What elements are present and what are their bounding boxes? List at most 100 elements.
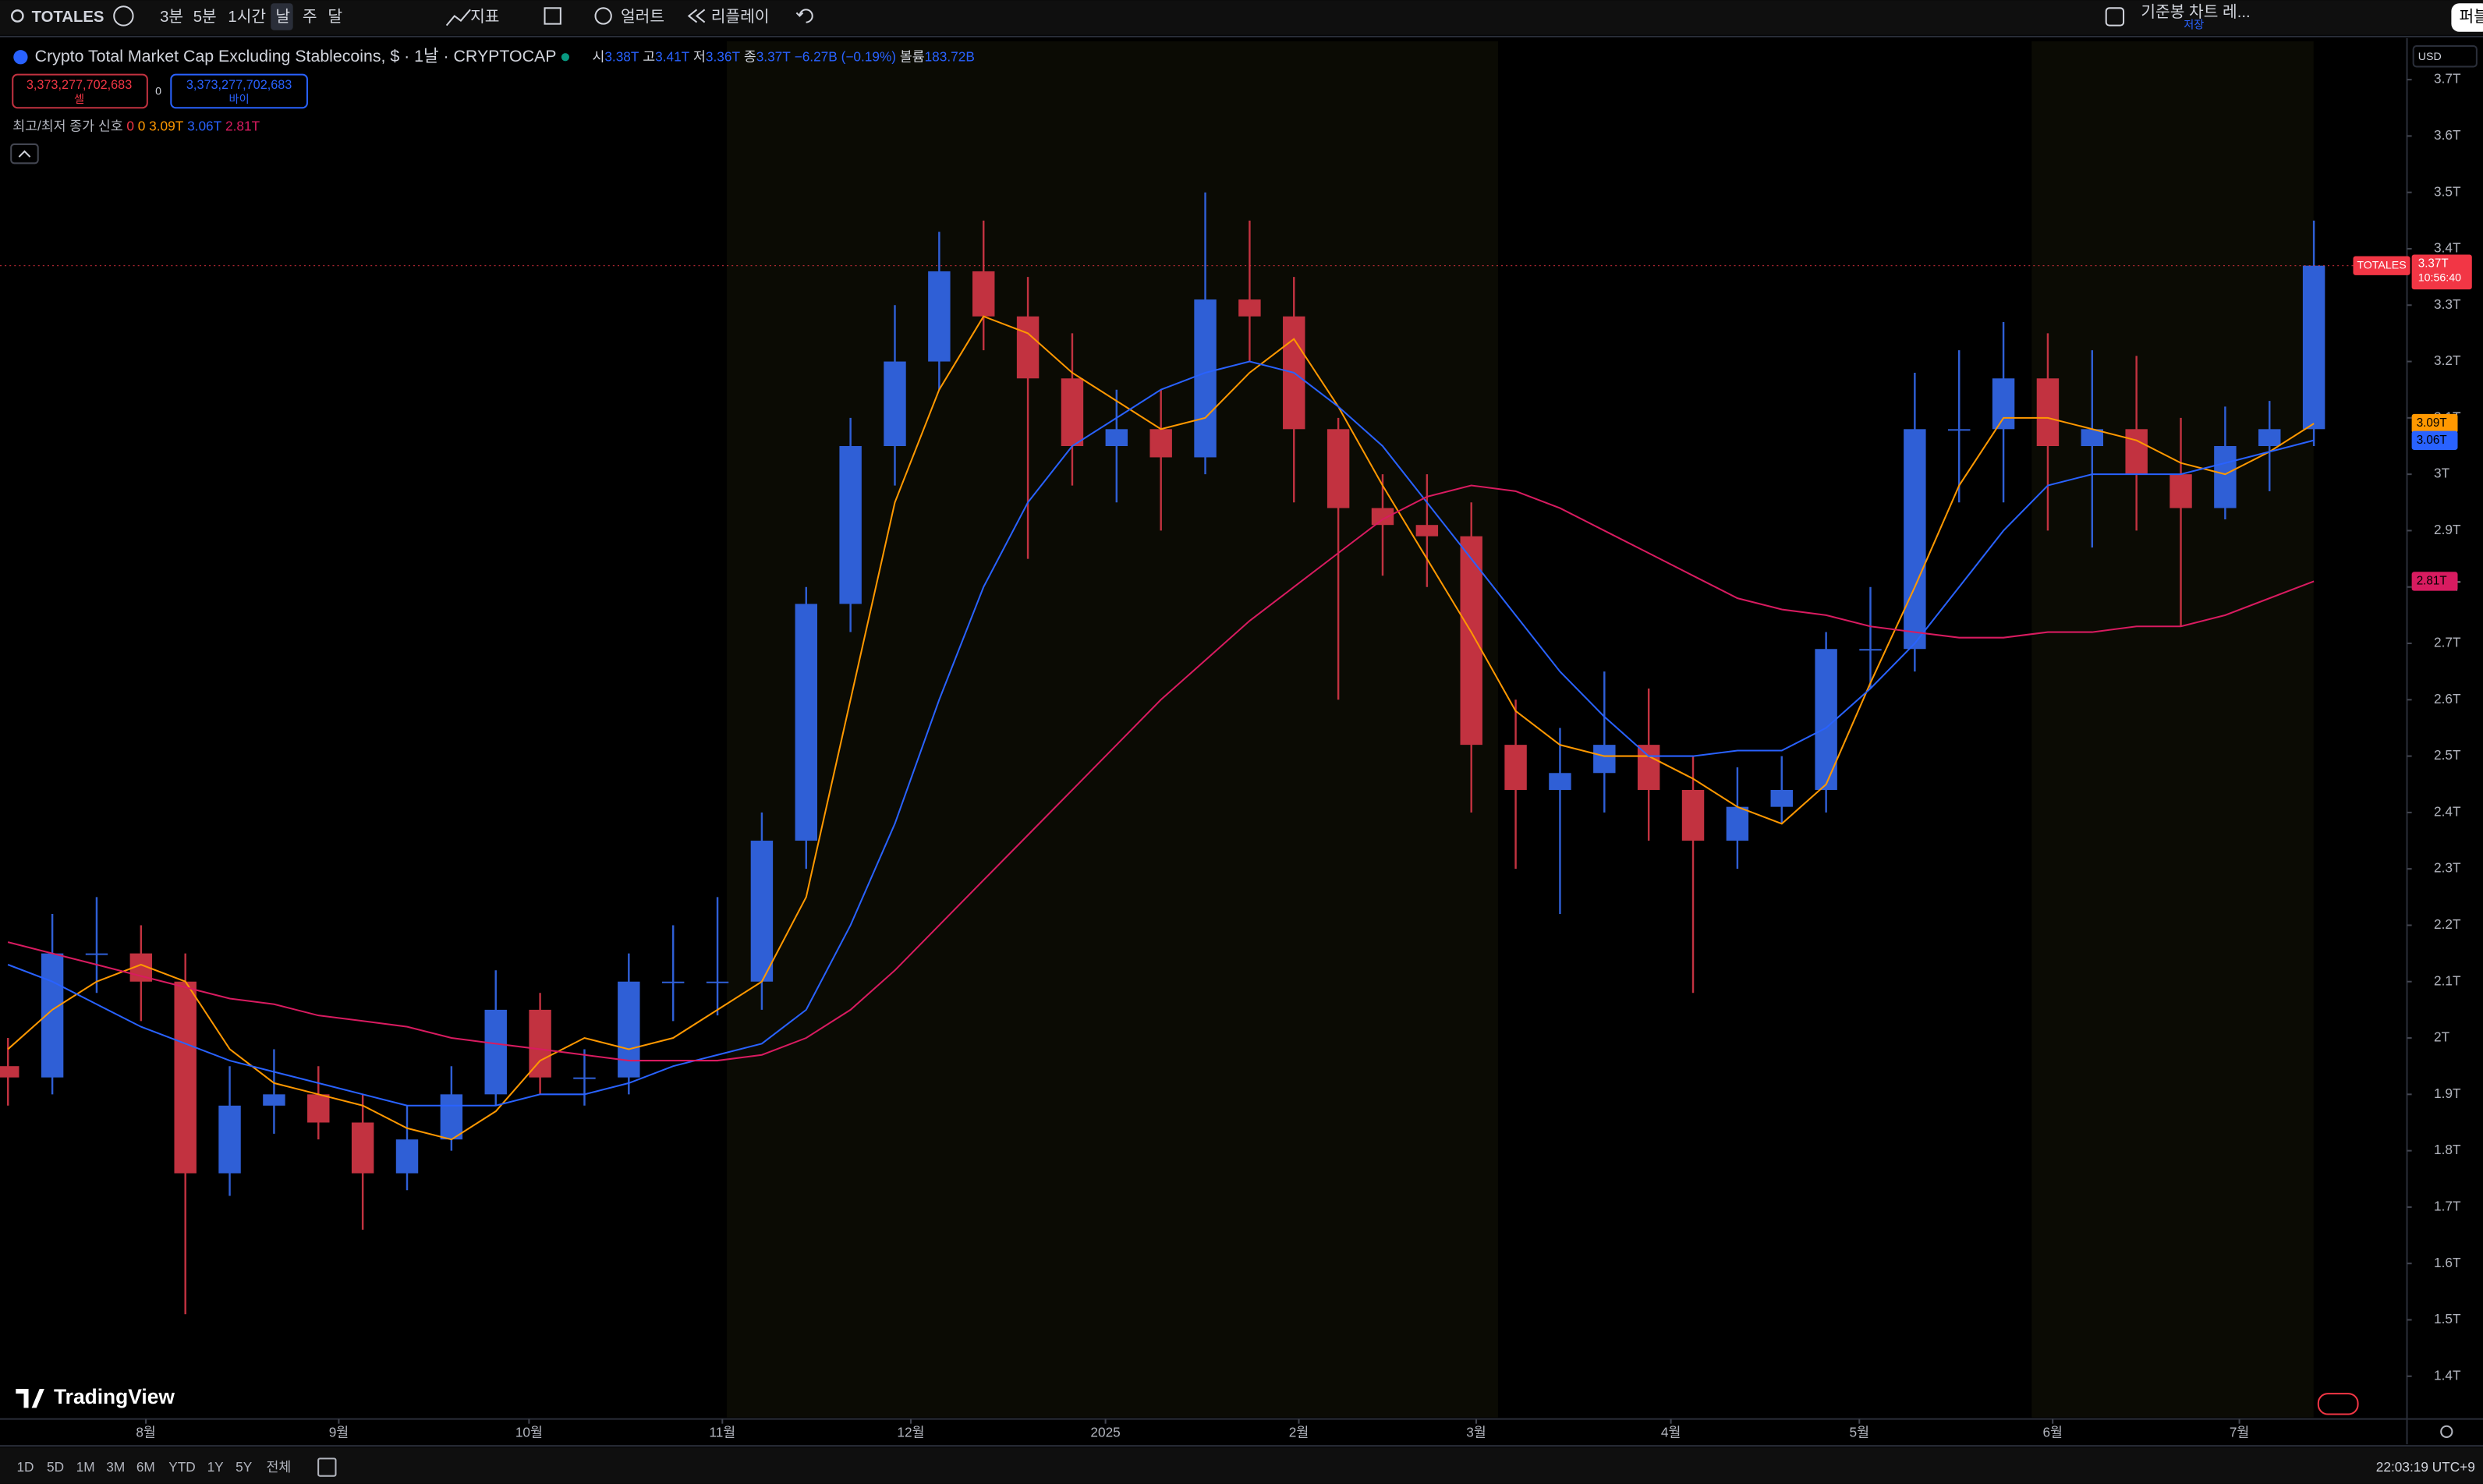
buy-price[interactable]: 3,373,277,702,683 xyxy=(186,78,292,92)
replay-button[interactable]: 리플레이 xyxy=(711,8,770,26)
ohlc-label: 시 xyxy=(592,48,604,64)
indicator-value: 3.09T xyxy=(149,118,184,133)
candle-body xyxy=(1992,378,2015,430)
plot xyxy=(0,192,2407,1315)
candle-body xyxy=(484,1009,507,1095)
y-tick-label: 3.5T xyxy=(2434,183,2461,199)
volume-label: 볼륨 xyxy=(900,48,925,64)
search-icon[interactable] xyxy=(11,9,24,23)
interval[interactable]: 1시간 xyxy=(228,8,266,26)
date-range-icon[interactable] xyxy=(317,1457,337,1477)
range-button[interactable]: 1Y xyxy=(207,1459,225,1475)
candle-body xyxy=(1061,378,1084,446)
candle-body xyxy=(1859,649,1882,651)
session-band xyxy=(2031,41,2314,1418)
moving-average xyxy=(7,484,2315,1062)
x-tick-label: 9월 xyxy=(329,1424,349,1440)
layout-name[interactable]: 기준봉 차트 레... xyxy=(2141,3,2250,21)
y-tick-label: 1.6T xyxy=(2434,1255,2461,1270)
publish-button[interactable]: 퍼블 xyxy=(2460,8,2483,26)
candle-body xyxy=(1549,773,1571,790)
sell-button[interactable] xyxy=(12,73,148,109)
range-button[interactable]: 전체 xyxy=(267,1459,292,1475)
interval[interactable]: 3분 xyxy=(160,9,183,26)
symbol-button[interactable]: TOTALES xyxy=(32,9,104,26)
interval[interactable]: 주 xyxy=(303,9,317,26)
candle-body xyxy=(1947,429,1971,431)
y-tick-label: 2.1T xyxy=(2434,972,2461,988)
ohlc-label: 저 xyxy=(693,48,706,64)
events-badge[interactable] xyxy=(2317,1393,2359,1415)
indicator-value: 3.06T xyxy=(187,118,222,133)
ohlc-value: 3.38T xyxy=(604,48,639,64)
templates-icon[interactable] xyxy=(544,7,561,25)
volume: 183.72B xyxy=(925,48,975,64)
range-button[interactable]: 1M xyxy=(76,1459,95,1475)
candle-body xyxy=(1149,429,1172,458)
buy-button[interactable] xyxy=(170,73,308,109)
y-tick-label: 2.7T xyxy=(2434,635,2461,650)
moving-average xyxy=(7,360,2315,1107)
y-tick-label: 2.6T xyxy=(2434,691,2461,707)
undo[interactable] xyxy=(795,9,813,23)
x-tick-label: 3월 xyxy=(1466,1424,1486,1440)
ma-badge: 3.06T xyxy=(2417,434,2447,447)
interval[interactable]: 달 xyxy=(328,8,342,26)
alert-icon[interactable] xyxy=(594,7,612,25)
y-tick-label: 1.5T xyxy=(2434,1311,2461,1326)
x-tick-label: 11월 xyxy=(709,1424,735,1440)
range-button[interactable]: 3M xyxy=(106,1459,125,1475)
candle-body xyxy=(2036,378,2060,446)
y-tick-label: 2.2T xyxy=(2434,916,2461,932)
market-status xyxy=(561,53,570,62)
ma-badge-bg xyxy=(2411,572,2458,591)
collapse-button[interactable] xyxy=(10,143,39,165)
candle-body xyxy=(351,1122,374,1174)
candle-body xyxy=(750,841,774,982)
indicator-icon[interactable] xyxy=(445,9,471,27)
interval[interactable]: 5분 xyxy=(193,9,217,26)
logo-mark xyxy=(16,1389,44,1408)
candle-body xyxy=(2258,429,2281,446)
y-tick-label: 2.4T xyxy=(2434,803,2461,819)
ohlc-label: 종 xyxy=(744,48,756,64)
collapse-icon[interactable] xyxy=(18,150,31,158)
range-button[interactable]: 5Y xyxy=(236,1459,253,1475)
candle-body xyxy=(706,981,729,983)
candle-body xyxy=(2170,474,2192,508)
ohlc-value: 3.37T xyxy=(756,48,792,64)
candle-body xyxy=(1238,299,1261,317)
candle-body xyxy=(884,361,906,446)
interval[interactable]: 날 xyxy=(275,8,290,26)
settings-icon[interactable] xyxy=(2440,1425,2453,1438)
candle-body xyxy=(263,1094,285,1106)
ohlc: 시3.38T 고3.41T 저3.36T 종3.37T −6.27B (−0.1… xyxy=(592,48,974,64)
publish-button-bg[interactable] xyxy=(2451,3,2483,32)
add-symbol[interactable] xyxy=(113,5,134,27)
candle-body xyxy=(1371,508,1394,526)
sell-label[interactable]: 셀 xyxy=(74,93,84,106)
clock[interactable]: 22:03:19 UTC+9 xyxy=(2376,1459,2475,1475)
y-tick-label: 3.2T xyxy=(2434,352,2461,368)
sell-price[interactable]: 3,373,277,702,683 xyxy=(27,78,132,92)
currency-button[interactable] xyxy=(2412,45,2478,68)
candle-body xyxy=(1770,789,1793,807)
range-button[interactable]: 5D xyxy=(47,1459,64,1475)
ohlc-value: 3.36T xyxy=(706,48,741,64)
currency[interactable]: USD xyxy=(2418,51,2442,63)
replay-icon[interactable] xyxy=(687,9,706,23)
candle-body xyxy=(395,1139,419,1174)
range-button[interactable]: YTD xyxy=(168,1459,196,1475)
buy-label[interactable]: 바이 xyxy=(229,93,250,106)
alert-button[interactable]: 얼러트 xyxy=(621,8,664,26)
indicators-button[interactable]: 지표 xyxy=(470,8,499,26)
candle-body xyxy=(1681,789,1705,841)
session-band xyxy=(727,41,1498,1418)
save-status[interactable]: 저장 xyxy=(2184,18,2204,31)
indicator-value: 0 xyxy=(126,118,134,133)
range-button[interactable]: 6M xyxy=(136,1459,155,1475)
x-tick-label: 7월 xyxy=(2230,1424,2249,1440)
layout-icon[interactable] xyxy=(2105,7,2125,27)
range-button[interactable]: 1D xyxy=(16,1459,34,1475)
